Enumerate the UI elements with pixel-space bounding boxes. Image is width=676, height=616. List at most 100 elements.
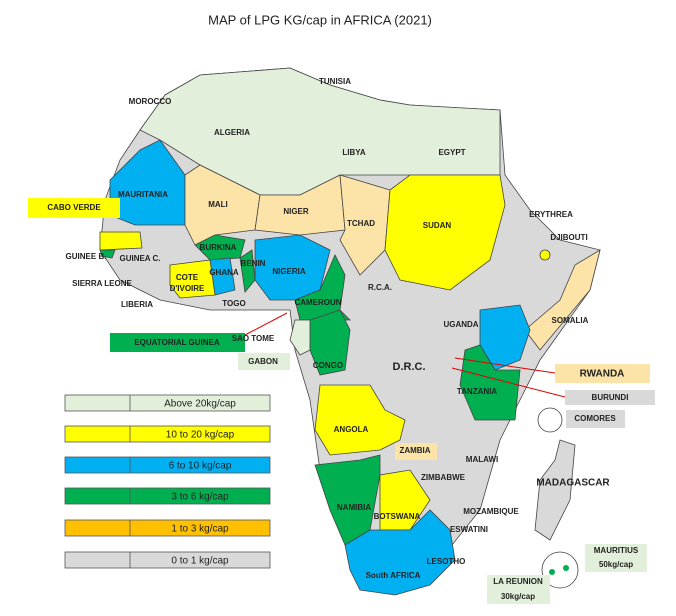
guinea-bissau	[99, 249, 116, 259]
madagascar	[534, 439, 576, 541]
country-label: NAMIBIA	[337, 503, 371, 512]
burkina	[194, 234, 246, 261]
callout-box	[238, 353, 290, 370]
comores-circle	[537, 407, 563, 433]
country-label: TUNISIA	[319, 77, 351, 86]
country-label: ERYTHREA	[529, 210, 573, 219]
callout-label: MAURITIUS	[594, 546, 639, 555]
arrow	[451, 367, 566, 398]
arrow	[454, 357, 556, 374]
legend-label: 10 to 20 kg/cap	[166, 430, 235, 441]
country-label: TANZANIA	[457, 387, 498, 396]
callout-boxes	[28, 194, 655, 604]
reunion-island	[549, 569, 555, 575]
country-label: ANGOLA	[334, 425, 369, 434]
legend	[64, 394, 271, 569]
country-label: D'IVOIRE	[170, 284, 205, 293]
country-label: TCHAD	[347, 219, 375, 228]
benin	[239, 249, 256, 293]
country-label: D.R.C.	[393, 361, 426, 373]
callout-box	[566, 410, 625, 428]
callout-box	[555, 364, 650, 383]
country-label: South AFRICA	[366, 571, 421, 580]
arrows	[244, 312, 566, 398]
country-label: DJIBOUTI	[550, 233, 587, 242]
country-labels: TUNISIA MOROCCO ALGERIA LIBYA EGYPT MAUR…	[66, 77, 611, 580]
callout-label: LA REUNION	[493, 577, 543, 586]
callout-label: COMORES	[574, 414, 616, 423]
country-label: MALAWI	[466, 455, 498, 464]
legend-label: 6 to 10 kg/cap	[169, 461, 232, 472]
legend-label: Above 20kg/cap	[164, 399, 236, 410]
legend-swatch	[64, 487, 271, 505]
country-label: SUDAN	[423, 221, 452, 230]
country-label: EGYPT	[438, 148, 465, 157]
country-label: LIBYA	[342, 148, 365, 157]
country-label: MALI	[208, 200, 228, 209]
arrow	[244, 312, 288, 336]
country-label: GUINEE B.	[66, 252, 107, 261]
country-label: ESWATINI	[450, 525, 488, 534]
title: MAP of LPG KG/cap in AFRICA (2021)	[208, 12, 432, 27]
legend-label: 0 to 1 kg/cap	[171, 556, 229, 567]
country-label: NIGER	[283, 207, 309, 216]
mauritius-island	[563, 565, 569, 571]
south-africa	[344, 509, 456, 596]
country-label: GUINEA C.	[119, 254, 160, 263]
callout-label: 50kg/cap	[599, 560, 633, 569]
legend-swatch	[64, 519, 271, 537]
country-label: MOZAMBIQUE	[463, 507, 519, 516]
djibouti	[539, 249, 551, 261]
legend-swatch	[64, 425, 271, 443]
callout-box	[585, 544, 647, 572]
legend-swatch	[64, 394, 271, 412]
cote-divoire	[169, 259, 216, 299]
legend-label: 3 to 6 kg/cap	[171, 492, 229, 503]
country-label: MAURITANIA	[118, 190, 168, 199]
botswana	[379, 469, 431, 531]
tanzania	[459, 344, 521, 421]
callout-label: BURUNDI	[592, 393, 629, 402]
country-label: SOMALIA	[552, 316, 589, 325]
callout-box	[487, 575, 550, 604]
country-label: UGANDA	[443, 320, 478, 329]
namibia	[314, 454, 381, 546]
country-label: TOGO	[222, 299, 245, 308]
callout-label: RWANDA	[580, 369, 625, 380]
country-label: BOTSWANA	[374, 512, 421, 521]
africa	[99, 67, 601, 596]
callout-box	[28, 198, 120, 218]
legend-label: 1 to 3 kg/cap	[171, 524, 229, 535]
legend-swatch	[64, 551, 271, 569]
country-label: NIGERIA	[272, 267, 306, 276]
country-label: ZAMBIA	[399, 446, 430, 455]
legend-swatch	[64, 456, 271, 474]
country-label: SAO TOME	[232, 334, 275, 343]
country-label: GHANA	[209, 268, 239, 277]
country-label: ALGERIA	[214, 128, 250, 137]
callout-box	[110, 333, 245, 352]
gabon	[289, 319, 311, 356]
callout-label: EQUATORIAL GUINEA	[134, 338, 220, 347]
country-label: BENIN	[241, 259, 266, 268]
callout-label: CABO VERDE	[47, 203, 101, 212]
islands-circle	[541, 551, 579, 589]
country-label: ZIMBABWE	[421, 473, 466, 482]
callout-box	[196, 194, 240, 214]
country-label: CAMEROUN	[294, 298, 341, 307]
country-label: MOROCCO	[129, 97, 172, 106]
cameroun	[294, 254, 351, 321]
country-label: BURKINA	[200, 243, 237, 252]
sudan	[384, 174, 506, 291]
callout-box	[395, 443, 437, 460]
country-label: SIERRA LEONE	[72, 279, 132, 288]
country-label: LIBERIA	[121, 300, 153, 309]
country-label: LESOTHO	[427, 557, 466, 566]
legend-labels: Above 20kg/cap 10 to 20 kg/cap 6 to 10 k…	[164, 399, 236, 567]
callout-label: 30kg/cap	[501, 592, 535, 601]
callout-box	[565, 390, 655, 405]
senegal	[99, 231, 143, 251]
country-label: MADAGASCAR	[536, 478, 610, 489]
